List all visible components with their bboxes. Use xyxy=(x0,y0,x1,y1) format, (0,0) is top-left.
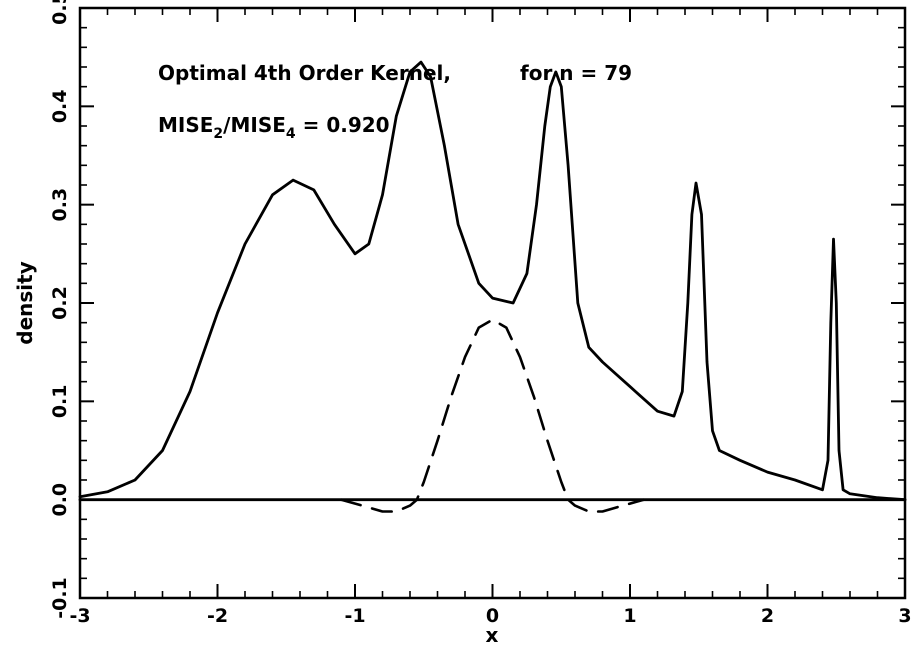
density-curve-0 xyxy=(78,60,907,502)
series-layer xyxy=(78,60,907,513)
x-tick-label: -3 xyxy=(69,605,90,627)
x-tick-label: -1 xyxy=(344,605,365,627)
annotation-sample-size: for n = 79 xyxy=(520,61,632,85)
y-tick-label: 0.1 xyxy=(49,384,71,418)
x-tick-label: 1 xyxy=(623,605,636,627)
annotation-kernel: Optimal 4th Order Kernel, xyxy=(158,61,451,85)
y-axis-title: density xyxy=(13,261,37,344)
plot-frame xyxy=(78,6,907,600)
x-tick-label: 2 xyxy=(761,605,774,627)
y-tick-label: 0.2 xyxy=(49,286,71,320)
x-tick-label: 0 xyxy=(486,605,499,627)
x-tick-label: -2 xyxy=(207,605,228,627)
x-axis-title: x xyxy=(486,623,499,647)
y-tick-label: -0.1 xyxy=(49,577,71,619)
y-tick-label: 0.5 xyxy=(49,0,71,25)
annotation-mise-ratio: MISE2/MISE4 = 0.920 xyxy=(158,113,390,142)
kernel-curve-1 xyxy=(340,318,645,513)
x-tick-label: 3 xyxy=(898,605,911,627)
y-tick-label: 0.4 xyxy=(49,89,71,123)
y-tick-label: 0.3 xyxy=(49,188,71,222)
y-tick-label: 0.0 xyxy=(49,483,71,517)
ticks-layer xyxy=(79,7,906,599)
labels-layer: -3 -2 -1 0 1 2 3 -0.1 0.0 0.1 0.2 0.3 0.4 0.5 xyxy=(49,0,912,627)
